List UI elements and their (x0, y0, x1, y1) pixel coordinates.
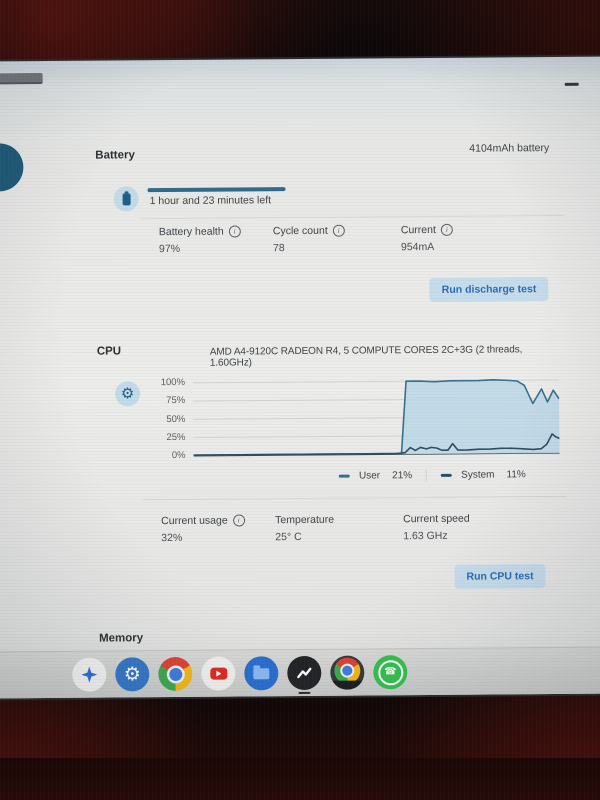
stat-value: 32% (161, 531, 183, 545)
stat-value: 1.63 GHz (403, 529, 448, 543)
y-tick-100: 100% (160, 376, 186, 389)
battery-time-left: 1 hour and 23 minutes left (149, 194, 272, 208)
cpu-gear-icon: ⚙ (115, 381, 141, 407)
y-tick-50: 50% (166, 413, 186, 426)
stat-current: Current i 954mA (401, 223, 564, 253)
gear-glyph: ⚙ (123, 663, 141, 685)
y-tick-0: 0% (171, 449, 186, 462)
chrome-dev-icon[interactable] (330, 655, 365, 690)
info-icon[interactable]: i (232, 514, 245, 527)
launcher-icon[interactable] (72, 657, 107, 692)
cpu-stats-row: Current usage i 32% Temperature 25° C Cur… (143, 512, 566, 544)
battery-icon (113, 186, 139, 212)
chromeos-shelf: ⚙ ☎ (0, 646, 600, 699)
legend-user: User 21% (325, 470, 426, 482)
info-icon[interactable]: i (440, 223, 453, 236)
messenger-icon[interactable] (287, 655, 322, 691)
battery-stats-row: Battery health i 97% Cycle count i 78 Curr… (141, 223, 564, 255)
info-icon[interactable]: i (332, 224, 345, 237)
stat-value: 25° C (275, 530, 302, 544)
whatsapp-ring: ☎ (377, 659, 403, 685)
info-icon[interactable]: i (228, 225, 241, 238)
stat-label: Battery health (158, 225, 224, 239)
whatsapp-icon[interactable]: ☎ (373, 655, 408, 690)
legend-label: User (358, 470, 381, 482)
cpu-usage-chart (193, 378, 560, 457)
phone-glyph: ☎ (384, 666, 397, 678)
youtube-icon[interactable] (201, 656, 236, 691)
stat-value: 78 (272, 242, 285, 255)
chrome-logo (158, 656, 193, 692)
stat-value: 954mA (400, 240, 435, 254)
system-series-dash-icon (441, 473, 453, 477)
active-app-indicator (298, 691, 311, 695)
shelf-icons: ⚙ ☎ (72, 655, 408, 692)
desk-surface (0, 758, 600, 800)
y-tick-75: 75% (166, 394, 186, 407)
chromeos-diagnostics-screen: Battery 4104mAh battery 1 hour and 23 mi… (0, 56, 600, 699)
legend-system: System 11% (426, 469, 540, 482)
memory-section-title: Memory (98, 632, 144, 645)
divider (140, 214, 564, 220)
stat-current-usage: Current usage i 32% (143, 514, 275, 544)
play-triangle (216, 670, 222, 677)
youtube-play-box (209, 667, 227, 680)
stat-temperature: Temperature 25° C (275, 513, 403, 543)
dev-channel-band (330, 680, 365, 690)
four-point-star-glyph (81, 666, 98, 683)
divider (142, 495, 566, 501)
run-discharge-test-button[interactable]: Run discharge test (429, 277, 549, 302)
y-tick-25: 25% (166, 431, 186, 444)
minimize-icon[interactable] (564, 82, 579, 86)
stat-label: Temperature (275, 513, 335, 527)
stat-value: 97% (158, 242, 181, 256)
run-cpu-test-button[interactable]: Run CPU test (454, 564, 546, 589)
stat-cycle-count: Cycle count i 78 (273, 224, 401, 254)
battery-charge-bar (147, 187, 286, 193)
stat-current-speed: Current speed 1.63 GHz (403, 512, 566, 543)
legend-value: 11% (506, 469, 526, 481)
chrome-icon[interactable] (158, 656, 193, 692)
stat-label: Cycle count (272, 224, 328, 238)
window-tab-remnant (0, 73, 43, 85)
legend-label: System (461, 469, 495, 481)
battery-glyph (122, 192, 131, 205)
folder-glyph (253, 667, 270, 679)
files-icon[interactable] (244, 656, 279, 691)
gear-glyph: ⚙ (120, 385, 135, 403)
stat-label: Current speed (403, 512, 470, 526)
stat-label: Current (400, 223, 436, 237)
cpu-chart-legend: User 21% System 11% (325, 469, 540, 482)
edge-notification-dot (0, 143, 24, 192)
cpu-section-title: CPU (96, 345, 122, 358)
stat-label: Current usage (161, 514, 228, 528)
settings-icon[interactable]: ⚙ (115, 657, 150, 692)
stat-battery-health: Battery health i 97% (141, 225, 273, 255)
battery-capacity-label: 4104mAh battery (469, 142, 550, 155)
user-series-dash-icon (338, 474, 351, 478)
battery-section-title: Battery (95, 149, 135, 162)
legend-value: 21% (392, 470, 413, 482)
zigzag-arrow-glyph (297, 667, 312, 679)
cpu-chip-description: AMD A4-9120C RADEON R4, 5 COMPUTE CORES … (209, 344, 523, 369)
